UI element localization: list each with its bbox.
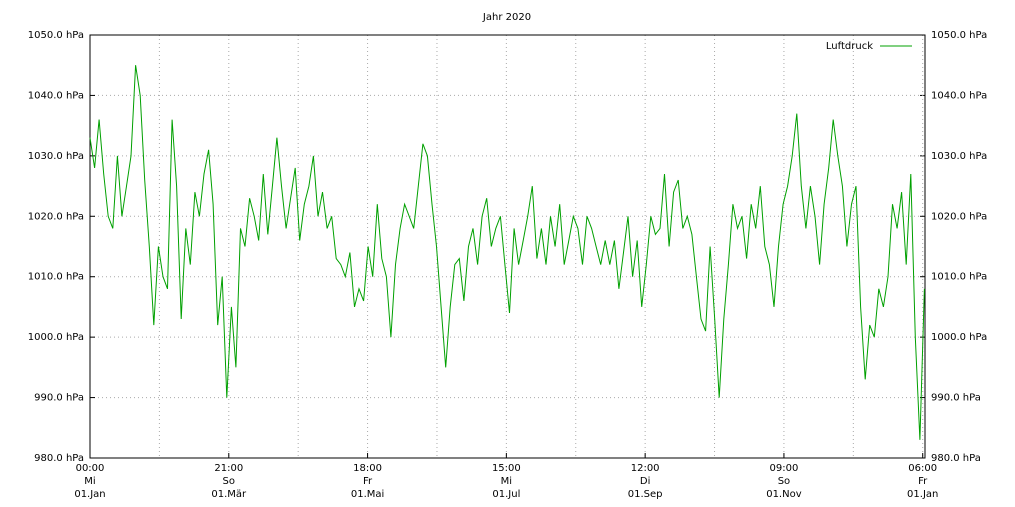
y-tick-label: 1050.0 hPa <box>28 30 84 41</box>
y2-tick-label: 980.0 hPa <box>931 453 981 464</box>
y2-tick-label: 1010.0 hPa <box>931 272 987 283</box>
x-tick-label: 00:00 Mi 01.Jan <box>74 463 106 500</box>
x-tick-label: 15:00 Mi 01.Jul <box>491 463 521 500</box>
y-tick-label: 1010.0 hPa <box>28 272 84 283</box>
y-tick-label: 1020.0 hPa <box>28 211 84 222</box>
data-line <box>89 65 925 440</box>
x-tick-label: 21:00 So 01.Mär <box>211 463 247 500</box>
y2-tick-label: 1030.0 hPa <box>931 151 987 162</box>
legend-label: Luftdruck <box>826 41 873 52</box>
x-tick-label: 06:00 Fr 01.Jan <box>907 463 939 500</box>
y2-tick-label: 1050.0 hPa <box>931 30 987 41</box>
y-tick-label: 1040.0 hPa <box>28 90 84 101</box>
x-tick-label: 18:00 Fr 01.Mai <box>350 463 385 500</box>
plot-frame <box>89 34 926 459</box>
y2-tick-label: 1020.0 hPa <box>931 211 987 222</box>
x-tick-label: 12:00 Di 01.Sep <box>627 463 663 500</box>
y-tick-label: 990.0 hPa <box>34 393 84 404</box>
x-tick-label: 09:00 So 01.Nov <box>766 463 802 500</box>
y-tick-label: 1030.0 hPa <box>28 151 84 162</box>
y2-tick-label: 1040.0 hPa <box>931 90 987 101</box>
y2-tick-label: 1000.0 hPa <box>931 332 987 343</box>
chart-title: Jahr 2020 <box>482 12 531 23</box>
y-tick-label: 980.0 hPa <box>34 453 84 464</box>
y-tick-label: 1000.0 hPa <box>28 332 84 343</box>
y2-tick-label: 990.0 hPa <box>931 393 981 404</box>
